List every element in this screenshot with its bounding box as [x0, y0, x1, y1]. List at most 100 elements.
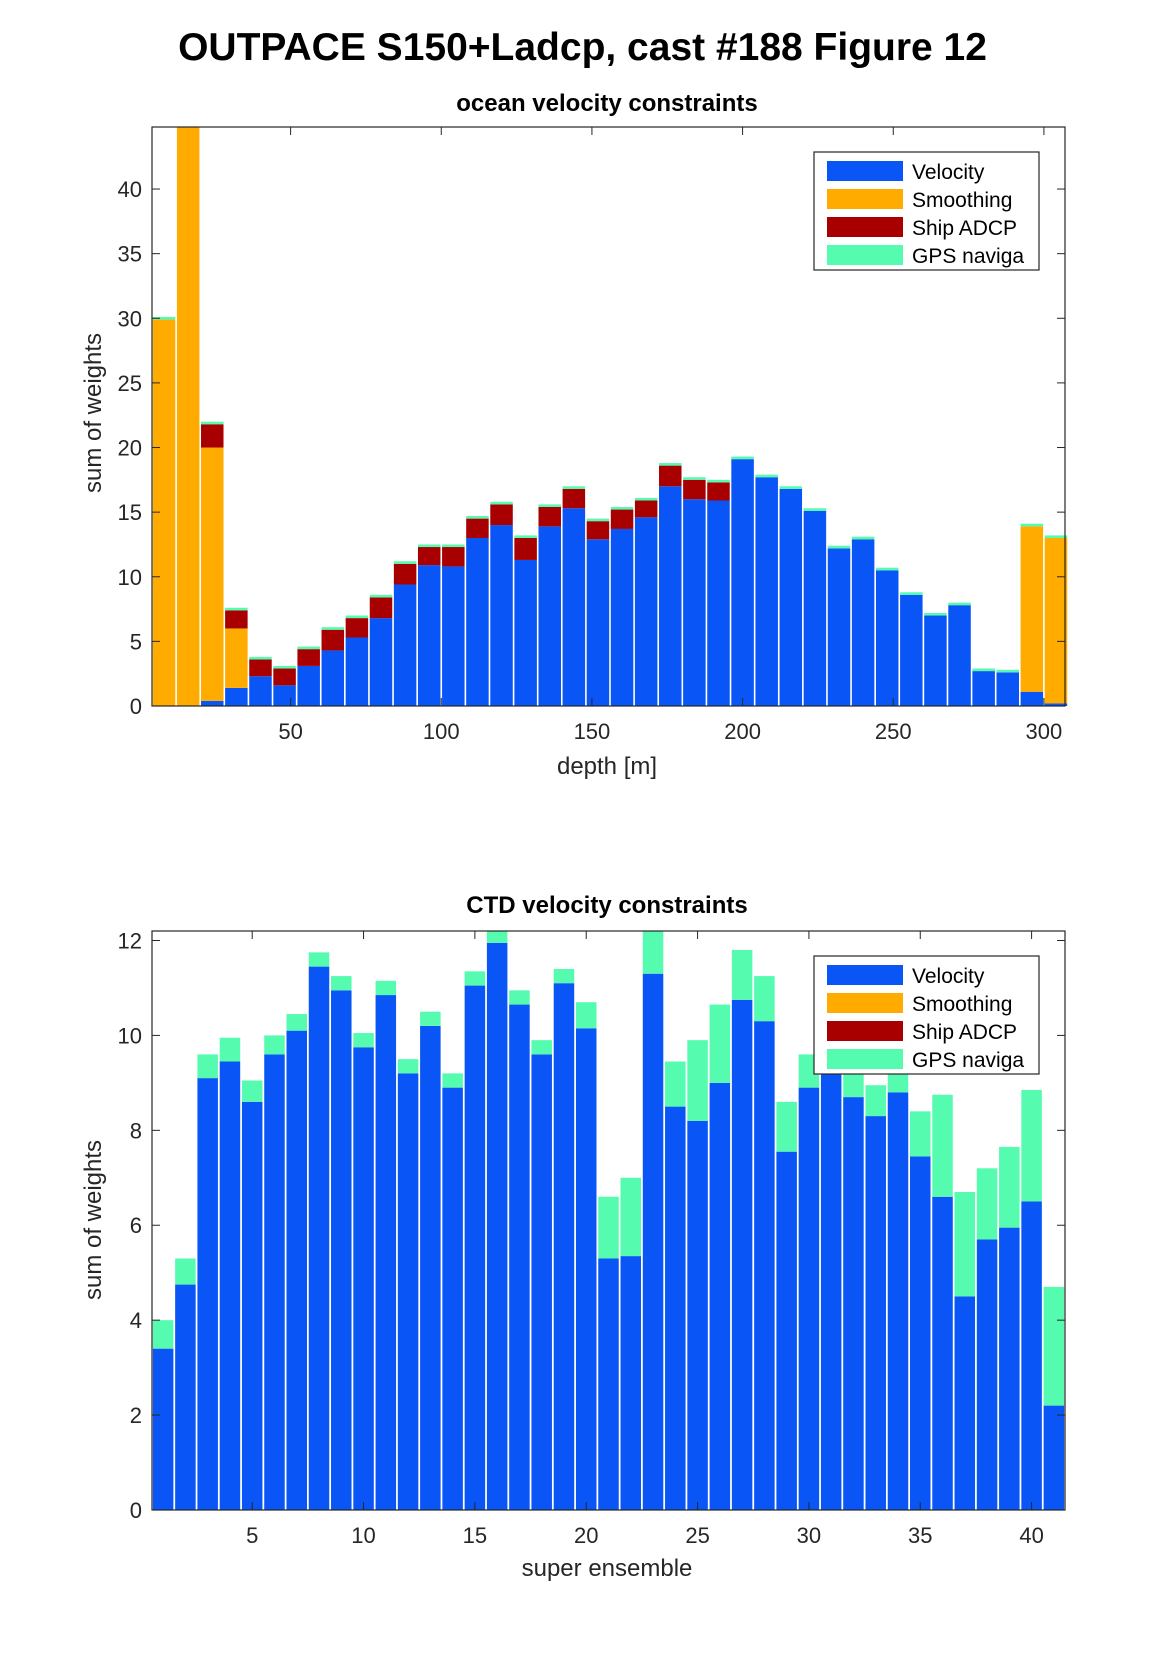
ocean-bar-smoothing-38 [1044, 537, 1068, 704]
ctd-bar-velocity-9 [331, 990, 352, 1510]
ctd-bar-velocity-33 [865, 1116, 886, 1510]
ocean-bar-ship_adcp-16 [514, 537, 537, 560]
ocean-bar-gps-12 [417, 544, 441, 548]
ocean-legend: Velocity Smoothing Ship ADCP GPS naviga [813, 151, 1040, 271]
ocean-axes-box [151, 126, 1066, 707]
ocean-y-tick-label: 0 [130, 694, 142, 719]
ocean-legend-swatch-gps [827, 245, 903, 265]
ocean-x-tick-label: 200 [724, 719, 761, 744]
ocean-bar-gps-30 [851, 536, 875, 540]
ctd-bar-gps-39 [999, 1146, 1020, 1228]
ctd-legend-label-ship_adcp: Ship ADCP [912, 1021, 1017, 1044]
ctd-legend-label-smoothing: Smoothing [912, 993, 1012, 1016]
ctd-bar-velocity-13 [420, 1025, 441, 1510]
ocean-bar-ship_adcp-6 [273, 668, 296, 686]
ctd-bar-velocity-30 [798, 1087, 820, 1510]
ctd-bar-gps-18 [531, 1040, 552, 1055]
ocean-bar-smoothing-2 [176, 127, 200, 706]
ctd-x-axis-label: super ensemble [522, 1555, 693, 1582]
ocean-bar-gps-34 [948, 602, 971, 606]
ocean-bar-ship_adcp-24 [707, 482, 730, 501]
ocean-bar-gps-21 [634, 497, 658, 501]
ctd-bar-gps-12 [397, 1059, 419, 1074]
ctd-bar-velocity-27 [731, 999, 753, 1510]
ocean-bar-smoothing-37 [1020, 526, 1044, 692]
ocean-bar-ship_adcp-14 [466, 518, 489, 538]
ctd-bar-gps-28 [754, 976, 775, 1022]
ocean-bar-velocity-12 [417, 565, 441, 706]
ocean-bar-velocity-32 [900, 594, 923, 706]
ctd-legend-swatch-gps [827, 1049, 903, 1069]
ctd-y-tick-label: 4 [130, 1308, 142, 1333]
ctd-bar-velocity-26 [709, 1082, 731, 1510]
ocean-y-tick-label: 5 [130, 629, 142, 654]
ctd-y-tick-label: 2 [130, 1403, 142, 1428]
ctd-bar-gps-8 [308, 952, 330, 967]
ctd-bar-gps-10 [353, 1033, 374, 1048]
ocean-legend-label-velocity: Velocity [912, 161, 985, 184]
ctd-x-tick-label: 20 [574, 1523, 598, 1548]
ocean-bar-velocity-17 [538, 526, 561, 706]
ocean-bar-gps-10 [369, 594, 393, 598]
ocean-bar-gps-36 [996, 669, 1019, 673]
ctd-bar-gps-1 [152, 1320, 174, 1349]
ocean-bar-velocity-8 [321, 650, 345, 706]
ocean-bar-velocity-7 [297, 665, 320, 706]
ocean-bar-ship_adcp-20 [610, 509, 634, 529]
ocean-bar-gps-32 [900, 592, 923, 595]
ocean-bar-gps-27 [779, 486, 803, 489]
ocean-y-tick-label: 30 [118, 306, 142, 331]
ocean-bar-velocity-34 [948, 605, 971, 706]
ctd-bar-velocity-41 [1043, 1405, 1065, 1510]
ocean-bar-ship_adcp-15 [490, 504, 513, 526]
ocean-bar-gps-11 [393, 561, 417, 564]
ctd-bar-velocity-14 [442, 1087, 463, 1510]
ctd-bar-gps-17 [509, 990, 530, 1005]
ocean-bar-gps-3 [201, 421, 224, 425]
ctd-y-tick-label: 12 [118, 928, 142, 953]
ocean-axes: 50 100 150 200 250 300 0 5 10 15 20 25 30 35 40 [118, 126, 1066, 744]
ocean-bar-gps-33 [924, 612, 947, 616]
ctd-bar-gps-15 [464, 971, 486, 986]
ocean-bar-ship_adcp-3 [201, 424, 224, 448]
ctd-bar-velocity-21 [598, 1258, 619, 1510]
ocean-bar-velocity-28 [803, 510, 827, 706]
ctd-bar-velocity-25 [687, 1120, 708, 1510]
ctd-bar-velocity-36 [932, 1196, 953, 1510]
ocean-legend-label-ship_adcp: Ship ADCP [912, 217, 1017, 240]
ocean-bar-velocity-23 [683, 499, 706, 706]
ctd-bar-gps-9 [331, 976, 352, 991]
ocean-bar-velocity-16 [514, 559, 537, 706]
ocean-y-tick-label: 25 [118, 371, 142, 396]
ocean-bar-velocity-22 [659, 486, 682, 706]
ctd-bar-velocity-6 [264, 1054, 285, 1510]
ocean-bar-gps-7 [297, 646, 320, 650]
ctd-bar-velocity-34 [887, 1092, 909, 1510]
ocean-bar-gps-37 [1020, 523, 1044, 527]
ctd-bar-gps-6 [264, 1035, 285, 1055]
ctd-x-tick-label: 25 [685, 1523, 709, 1548]
ctd-x-tick-label: 30 [797, 1523, 821, 1548]
ctd-legend: Velocity Smoothing Ship ADCP GPS naviga [813, 955, 1040, 1075]
ocean-bar-gps-4 [225, 607, 248, 611]
ocean-bar-smoothing-3 [201, 447, 224, 701]
ocean-bar-ship_adcp-9 [345, 618, 369, 638]
ocean-bar-gps-5 [249, 656, 272, 660]
ocean-x-tick-label: 50 [278, 719, 302, 744]
ctd-bar-gps-22 [620, 1177, 642, 1257]
ctd-bar-velocity-22 [620, 1256, 642, 1510]
ocean-bar-gps-19 [586, 518, 610, 522]
ocean-bar-gps-14 [466, 516, 489, 519]
ctd-legend-swatch-velocity [827, 965, 903, 985]
ocean-bar-gps-16 [514, 535, 537, 538]
ctd-bar-gps-21 [598, 1196, 619, 1259]
ocean-legend-label-gps: GPS naviga [912, 245, 1024, 268]
ocean-bar-ship_adcp-17 [538, 506, 561, 527]
ocean-bar-velocity-36 [996, 672, 1019, 706]
ocean-bar-gps-26 [755, 474, 778, 478]
ocean-bar-ship_adcp-10 [369, 597, 393, 619]
ocean-legend-label-smoothing: Smoothing [912, 189, 1012, 212]
ocean-y-tick-label: 35 [118, 242, 142, 267]
ctd-y-axis-label: sum of weights [80, 1140, 107, 1300]
ctd-bar-gps-37 [954, 1192, 976, 1297]
